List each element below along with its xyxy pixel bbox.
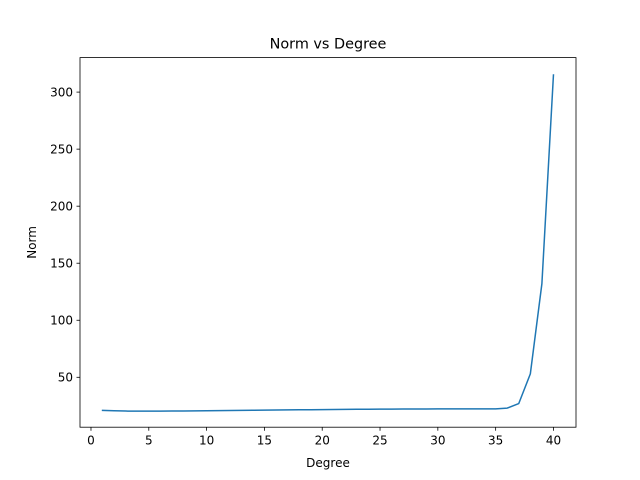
x-tick-label: 20 — [315, 434, 330, 448]
axis-ticks: 0 5 10 15 20 25 30 35 40 50 100 150 200 250 300 — [50, 85, 561, 447]
y-tick-label: 250 — [50, 142, 73, 156]
x-tick-label: 40 — [546, 434, 561, 448]
y-tick-label: 300 — [50, 85, 73, 99]
y-tick-label: 100 — [50, 314, 73, 328]
x-tick-label: 5 — [145, 434, 153, 448]
x-tick-label: 0 — [87, 434, 95, 448]
x-tick-label: 35 — [488, 434, 503, 448]
x-axis-label: Degree — [306, 456, 350, 470]
plot-area — [101, 74, 555, 412]
y-axis-label: Norm — [25, 226, 39, 259]
x-tick-label: 25 — [372, 434, 387, 448]
series-line-0 — [101, 74, 555, 412]
x-tick-label: 30 — [430, 434, 445, 448]
x-tick-label: 10 — [199, 434, 214, 448]
y-tick-label: 200 — [50, 199, 73, 213]
y-tick-label: 50 — [58, 371, 73, 385]
chart-title: Norm vs Degree — [270, 37, 387, 53]
x-tick-label: 15 — [257, 434, 272, 448]
axes-frame — [79, 57, 577, 428]
y-tick-label: 150 — [50, 257, 73, 271]
